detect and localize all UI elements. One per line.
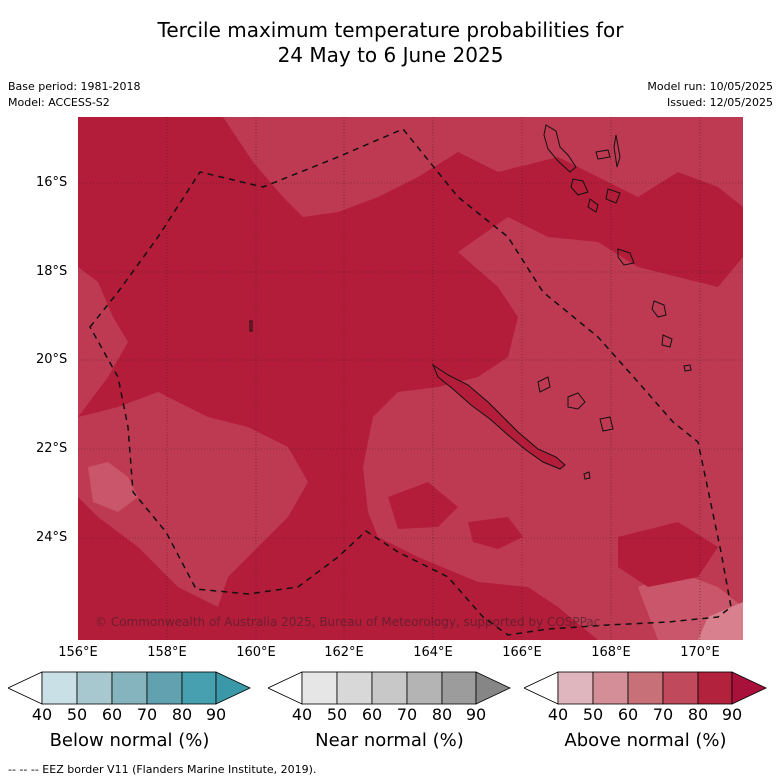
title-line-1: Tercile maximum temperature probabilitie…: [157, 18, 624, 42]
lat-label: 22°S: [36, 441, 68, 456]
prob-zone-60-70: [88, 462, 138, 512]
tick: 90: [721, 705, 743, 724]
prob-zone-70-80: [78, 392, 308, 607]
map-credit: © Commonwealth of Australia 2025, Bureau…: [95, 615, 600, 629]
model-run: Model run: 10/05/2025: [647, 80, 773, 93]
colorbar-label-near: Near normal (%): [315, 730, 464, 751]
colorbar-segment: [627, 671, 664, 705]
colorbar-above-normal: [524, 671, 767, 705]
meta-right: Model run: 10/05/2025 Issued: 12/05/2025: [647, 79, 773, 111]
loyalty-island: [567, 392, 586, 410]
tick: 50: [582, 705, 604, 724]
tick: 40: [31, 705, 53, 724]
chart-title: Tercile maximum temperature probabilitie…: [0, 18, 781, 68]
tick: 60: [101, 705, 123, 724]
isle-of-pines: [583, 471, 591, 480]
lon-label: 166°E: [502, 645, 542, 660]
loyalty-island: [599, 416, 614, 432]
tick: 80: [171, 705, 193, 724]
prob-zone-80-90: [388, 482, 458, 529]
colorbar-segment: [41, 671, 78, 705]
base-period: Base period: 1981-2018: [8, 80, 141, 93]
new-caledonia-island: [431, 363, 566, 470]
colorbar-segment: [592, 671, 629, 705]
vanuatu-island: [543, 124, 577, 173]
colorbar-arrow-high: [731, 671, 767, 705]
tick: 70: [396, 705, 418, 724]
prob-zone-80-90: [468, 517, 523, 549]
lat-label: 18°S: [36, 264, 68, 279]
colorbar-segment: [146, 671, 183, 705]
lat-label: 16°S: [36, 175, 68, 190]
colorbar-segment: [336, 671, 373, 705]
vanuatu-island: [595, 149, 611, 160]
colorbar-segment: [181, 671, 217, 705]
tick: 50: [66, 705, 88, 724]
small-island: [249, 320, 253, 332]
lat-label: 24°S: [36, 530, 68, 545]
prob-zone-50-60: [698, 602, 743, 640]
vanuatu-island: [661, 334, 673, 348]
vanuatu-island: [617, 248, 635, 266]
lon-label: 158°E: [147, 645, 187, 660]
vanuatu-island: [587, 198, 599, 213]
issued-date: Issued: 12/05/2025: [666, 96, 773, 109]
graticule: [78, 117, 743, 640]
prob-zone-70-80: [223, 117, 743, 217]
colorbar-segment: [441, 671, 477, 705]
colorbar-label-below: Below normal (%): [49, 730, 210, 751]
colorbar-segment: [371, 671, 408, 705]
vanuatu-island: [613, 134, 621, 168]
vanuatu-island: [570, 178, 589, 196]
colorbar-segment: [301, 671, 338, 705]
probability-map: © Commonwealth of Australia 2025, Bureau…: [78, 117, 743, 640]
lon-label: 168°E: [591, 645, 631, 660]
lon-label: 160°E: [236, 645, 276, 660]
lat-label: 20°S: [36, 352, 68, 367]
colorbar-segment: [557, 671, 594, 705]
colorbar-near-normal: [268, 671, 511, 705]
colorbar-arrow-low: [524, 671, 559, 705]
colorbar-below-normal: [8, 671, 251, 705]
title-line-2: 24 May to 6 June 2025: [277, 43, 504, 67]
tick: 90: [465, 705, 487, 724]
eez-border: [89, 128, 732, 636]
tick: 70: [652, 705, 674, 724]
loyalty-island: [537, 376, 551, 393]
tick: 40: [547, 705, 569, 724]
prob-zone-70-80: [78, 267, 128, 417]
colorbar-segment: [406, 671, 443, 705]
tick: 40: [291, 705, 313, 724]
tick: 80: [687, 705, 709, 724]
tick: 60: [617, 705, 639, 724]
colorbar-segment: [111, 671, 148, 705]
colorbar-arrow-high: [475, 671, 511, 705]
tick: 50: [326, 705, 348, 724]
colorbar-arrow-high: [215, 671, 251, 705]
meta-left: Base period: 1981-2018 Model: ACCESS-S2: [8, 79, 140, 111]
colorbar-arrow-low: [8, 671, 43, 705]
eez-legend-footer: -- -- -- EEZ border V11 (Flanders Marine…: [8, 763, 317, 776]
colorbar-arrow-low: [268, 671, 303, 705]
model-name: Model: ACCESS-S2: [8, 96, 110, 109]
colorbar-segment: [662, 671, 699, 705]
tick: 70: [136, 705, 158, 724]
lon-label: 162°E: [324, 645, 364, 660]
lon-label: 156°E: [58, 645, 98, 660]
vanuatu-island: [683, 364, 692, 372]
tick: 80: [431, 705, 453, 724]
lon-label: 164°E: [413, 645, 453, 660]
colorbar-segment: [697, 671, 733, 705]
vanuatu-island: [605, 188, 621, 204]
lon-label: 170°E: [680, 645, 720, 660]
vanuatu-island: [651, 300, 667, 318]
tick: 60: [361, 705, 383, 724]
colorbar-label-above: Above normal (%): [564, 730, 727, 751]
colorbar-segment: [76, 671, 113, 705]
tick: 90: [205, 705, 227, 724]
